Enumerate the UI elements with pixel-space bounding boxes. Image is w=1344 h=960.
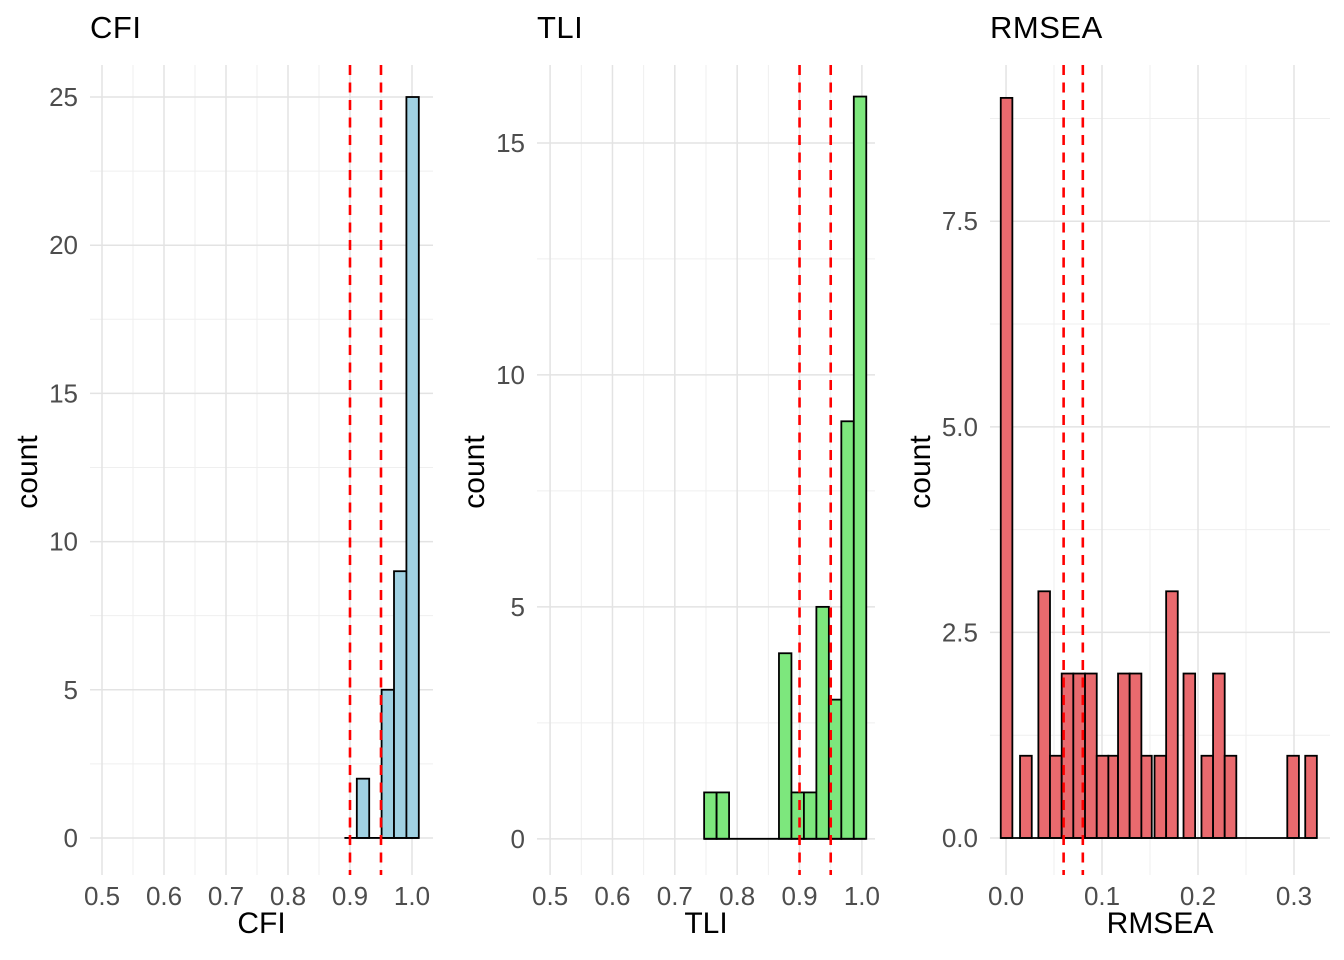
rmsea-histogram-bar bbox=[1200, 754, 1214, 839]
x-tick-label: 0.7 bbox=[208, 881, 244, 911]
cfi-histogram-bar bbox=[355, 777, 371, 839]
x-tick-label: 0.6 bbox=[594, 881, 630, 911]
x-tick-label: 1.0 bbox=[844, 881, 880, 911]
tli-histogram-bar bbox=[803, 791, 818, 840]
rmsea-histogram-bar bbox=[1304, 754, 1318, 839]
tli-histogram-bar bbox=[815, 605, 830, 840]
y-tick-label: 5 bbox=[64, 675, 78, 705]
cfi-histogram-bar bbox=[393, 570, 408, 839]
panel-cfi: 0.5 0.6 0.7 0.8 0.9 1.0 0 5 10 15 20 25 bbox=[49, 65, 433, 911]
y-tick-label: 10 bbox=[496, 360, 525, 390]
x-tick-label: 0.1 bbox=[1084, 881, 1120, 911]
tli-histogram-bar bbox=[852, 95, 868, 840]
x-tick-label: 0.5 bbox=[532, 881, 568, 911]
tli-histogram-bar bbox=[778, 652, 793, 840]
x-tick-label: 0.0 bbox=[988, 881, 1024, 911]
y-tick-label: 10 bbox=[49, 527, 78, 557]
y-tick-label: 0 bbox=[64, 823, 78, 853]
rmsea-minor-gridlines bbox=[990, 65, 1330, 875]
y-tick-label: 20 bbox=[49, 230, 78, 260]
x-axis-title-rmsea: RMSEA bbox=[1106, 907, 1214, 940]
rmsea-histogram-bar bbox=[1049, 754, 1063, 839]
panel-title-cfi: CFI bbox=[90, 10, 142, 45]
rmsea-histogram-bar bbox=[1153, 754, 1168, 839]
y-tick-label: 25 bbox=[49, 82, 78, 112]
x-tick-label: 0.9 bbox=[781, 881, 817, 911]
rmsea-histogram-bar bbox=[1117, 672, 1131, 839]
x-tick-label: 0.7 bbox=[657, 881, 693, 911]
x-tick-label: 0.8 bbox=[719, 881, 755, 911]
rmsea-histogram-bar bbox=[1084, 672, 1098, 839]
x-tick-label: 0.3 bbox=[1276, 881, 1312, 911]
y-tick-label: 7.5 bbox=[942, 206, 978, 236]
cfi-major-gridlines bbox=[90, 65, 433, 875]
x-tick-label: 0.5 bbox=[84, 881, 120, 911]
rmsea-histogram-bar bbox=[1095, 754, 1110, 839]
panel-tli: 0.5 0.6 0.7 0.8 0.9 1.0 0 5 10 15 bbox=[496, 65, 880, 911]
rmsea-histogram-bar bbox=[1107, 754, 1119, 839]
rmsea-histogram-bar bbox=[1165, 590, 1179, 839]
panel-title-rmsea: RMSEA bbox=[990, 10, 1103, 45]
panel-rmsea: 0.0 0.1 0.2 0.3 0.0 2.5 5.0 7.5 bbox=[942, 65, 1330, 911]
y-axis-title-tli: count bbox=[458, 435, 491, 509]
tli-histogram-bar bbox=[790, 791, 805, 840]
x-tick-label: 0.6 bbox=[146, 881, 182, 911]
rmsea-histogram-bar bbox=[1140, 754, 1153, 839]
cfi-bars bbox=[355, 96, 420, 839]
rmsea-bars bbox=[999, 96, 1318, 839]
rmsea-histogram-bar bbox=[1037, 590, 1051, 839]
y-axis-title-rmsea: count bbox=[904, 435, 937, 509]
rmsea-histogram-bar bbox=[999, 96, 1014, 839]
x-tick-label: 0.2 bbox=[1180, 881, 1216, 911]
tli-histogram-bar bbox=[703, 791, 718, 840]
tli-histogram-bar bbox=[715, 791, 730, 840]
y-tick-label: 5.0 bbox=[942, 412, 978, 442]
rmsea-histogram-bar bbox=[1019, 754, 1033, 839]
rmsea-histogram-bar bbox=[1182, 672, 1197, 839]
y-tick-label: 2.5 bbox=[942, 617, 978, 647]
x-tick-label: 0.9 bbox=[332, 881, 368, 911]
y-tick-label: 0 bbox=[511, 824, 525, 854]
cfi-histogram-bar bbox=[380, 688, 395, 839]
rmsea-histogram-bar bbox=[1128, 672, 1143, 839]
y-tick-label: 0.0 bbox=[942, 823, 978, 853]
tli-histogram-bar bbox=[840, 420, 855, 840]
x-tick-label: 0.8 bbox=[270, 881, 306, 911]
rmsea-histogram-bar bbox=[1212, 672, 1226, 839]
rmsea-histogram-bar bbox=[1286, 754, 1300, 839]
tli-bars bbox=[703, 95, 868, 840]
y-tick-label: 15 bbox=[49, 378, 78, 408]
x-tick-label: 1.0 bbox=[394, 881, 430, 911]
panel-title-tli: TLI bbox=[537, 10, 584, 45]
y-axis-title-cfi: count bbox=[11, 435, 44, 509]
rmsea-histogram-bar bbox=[1223, 754, 1238, 839]
y-tick-label: 15 bbox=[496, 128, 525, 158]
y-tick-label: 5 bbox=[511, 592, 525, 622]
x-axis-title-cfi: CFI bbox=[237, 907, 286, 940]
x-axis-title-tli: TLI bbox=[684, 907, 728, 940]
cfi-histogram-bar bbox=[405, 96, 420, 839]
